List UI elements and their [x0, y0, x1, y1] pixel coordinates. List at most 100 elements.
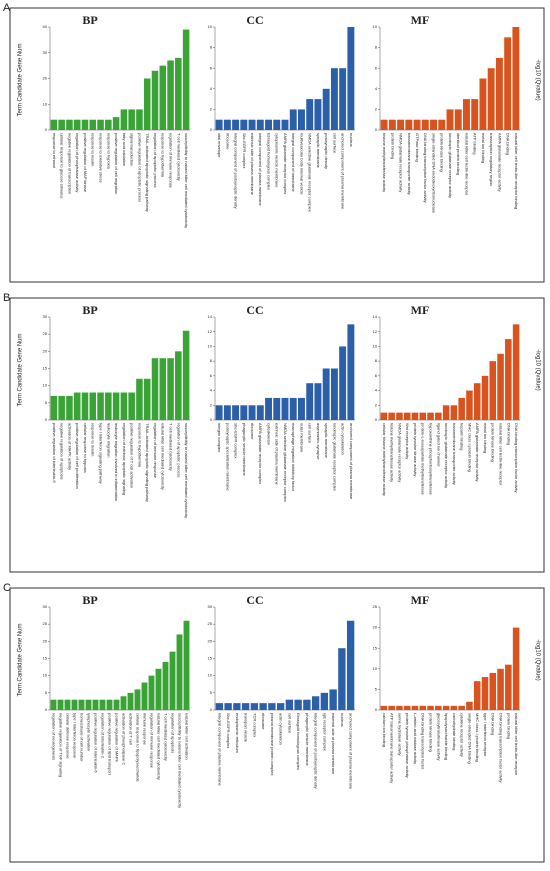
bar — [450, 405, 458, 420]
x-tick-label: integral component of plasma membrane — [217, 713, 222, 786]
x-tick-label: natural killer cell activation — [184, 713, 189, 760]
bar — [248, 405, 256, 420]
bar — [322, 368, 330, 420]
bar — [273, 119, 281, 130]
bar — [347, 324, 355, 420]
chart-title: BP — [82, 13, 97, 27]
bar — [57, 699, 64, 710]
bar — [289, 109, 297, 130]
chart-title: BP — [82, 593, 97, 607]
x-tick-label: T cell mediated cytotoxicity — [176, 133, 181, 181]
y-tick-label: 14 — [208, 314, 213, 319]
y-tick-label: 15 — [43, 656, 48, 661]
x-tick-label: cell surface — [332, 133, 337, 154]
x-tick-label: regulation of immune response — [149, 713, 154, 769]
bar — [329, 689, 337, 710]
y-axis-label: Term Candidate Gene Num — [18, 623, 24, 696]
y-tick-label: 10 — [208, 24, 213, 29]
bar — [73, 392, 81, 420]
y-tick-label: 20 — [43, 638, 48, 643]
x-tick-label: susceptibility to natural killer cell me… — [177, 713, 182, 808]
bar — [250, 703, 259, 710]
y-tick-label: 4 — [375, 388, 378, 393]
x-tick-label: protein tyrosine kinase activity — [413, 423, 418, 476]
x-tick-label: NMDA selective glutamate receptor comple… — [308, 133, 313, 212]
bar — [134, 689, 141, 710]
chart-title: CC — [246, 13, 263, 27]
bar — [471, 99, 479, 130]
x-tick-label: phagocytic vesicle membrane — [305, 713, 310, 766]
x-tick-label: external side of plasma membrane — [331, 713, 336, 775]
bar — [489, 672, 497, 710]
bar — [169, 651, 176, 710]
x-tick-label: DNA binding transcription factor activit… — [423, 133, 428, 203]
y-tick-label: 25 — [43, 331, 48, 336]
chart-title: MF — [411, 593, 430, 607]
bar — [346, 620, 355, 710]
x-tick-label: Ebrasgold homologous complex — [266, 133, 271, 190]
y-tick-label: 0 — [45, 707, 48, 712]
y-tick-label: 15 — [43, 366, 48, 371]
bar — [473, 681, 481, 710]
x-tick-label: response to insulin — [91, 133, 96, 166]
bar — [120, 109, 128, 130]
bar — [232, 405, 240, 420]
y-axis-label: Term Candidate Gene Num — [18, 333, 24, 406]
y-tick-label: 15 — [373, 645, 378, 650]
x-tick-label: TCR complex — [252, 713, 257, 737]
x-tick-label: type I interferon signaling pathway — [98, 423, 103, 484]
bar — [58, 119, 65, 130]
y-tick-label: 5 — [210, 690, 213, 695]
bar — [99, 699, 106, 710]
x-tick-label: integral component of postsynaptic densi… — [314, 713, 319, 789]
bar — [167, 60, 174, 130]
x-tick-label: TRAIL-activated apoptotic signaling path… — [145, 133, 150, 212]
bar — [306, 383, 314, 420]
x-tick-label: histone methyltransferase activity — [390, 423, 395, 482]
x-tick-label: protein-L-isoaspartate methyltransferase — [421, 423, 426, 496]
bar — [105, 392, 112, 420]
bar — [303, 699, 311, 710]
x-tick-label: regulation of apoptotic process — [153, 133, 158, 187]
y-tick-label: 12 — [373, 329, 378, 334]
bar — [495, 57, 503, 130]
y-tick-label: 2 — [375, 106, 378, 111]
x-tick-label: ribosome — [261, 713, 266, 730]
x-tick-label: outer membrane — [299, 423, 304, 453]
x-tick-label: positive regulation of MAP kinase — [83, 133, 88, 193]
bar — [175, 57, 182, 130]
x-tick-label: positive regulation of T cell activation — [130, 423, 135, 488]
x-tick-label: synaptic membrane — [324, 423, 329, 459]
bar — [273, 397, 281, 420]
y-tick-label: 20 — [208, 638, 213, 643]
x-tick-label: histone methyltransferase activity — [382, 133, 387, 192]
x-tick-label: cytokine receptor activity — [460, 713, 465, 757]
bar — [380, 705, 388, 710]
x-tick-label: actin cytoskeleton — [341, 423, 346, 455]
y-tick-label: 5 — [375, 686, 378, 691]
y-tick-label: 0 — [45, 417, 48, 422]
bar — [314, 383, 322, 420]
x-tick-label: integral component of postsynaptic densi… — [234, 133, 239, 209]
bar — [143, 378, 151, 420]
x-tick-label: Ebrasgold homologous complex — [296, 713, 301, 770]
x-tick-label: susceptibility to natural killer cell me… — [184, 133, 189, 228]
x-tick-label: protein kinase binding — [428, 713, 433, 752]
bar — [155, 668, 162, 710]
x-tick-label: TRAIL-activated apoptotic signaling path… — [145, 423, 150, 502]
x-tick-label: regulation of extrinsic apoptotic signal… — [122, 423, 127, 495]
bar — [396, 705, 403, 710]
bar — [481, 677, 489, 710]
bar — [419, 412, 427, 420]
bar — [215, 119, 223, 130]
x-tick-label: transmembrane transporter activity — [407, 133, 412, 195]
x-tick-label: positive regulation of cell migration — [114, 133, 119, 194]
bar — [458, 705, 465, 710]
bar — [435, 705, 442, 710]
chart-title: CC — [246, 593, 263, 607]
bar — [128, 109, 135, 130]
panel-frame — [9, 7, 545, 283]
x-tick-label: regulation of phosphatase activity — [75, 133, 80, 192]
bar — [314, 99, 322, 130]
